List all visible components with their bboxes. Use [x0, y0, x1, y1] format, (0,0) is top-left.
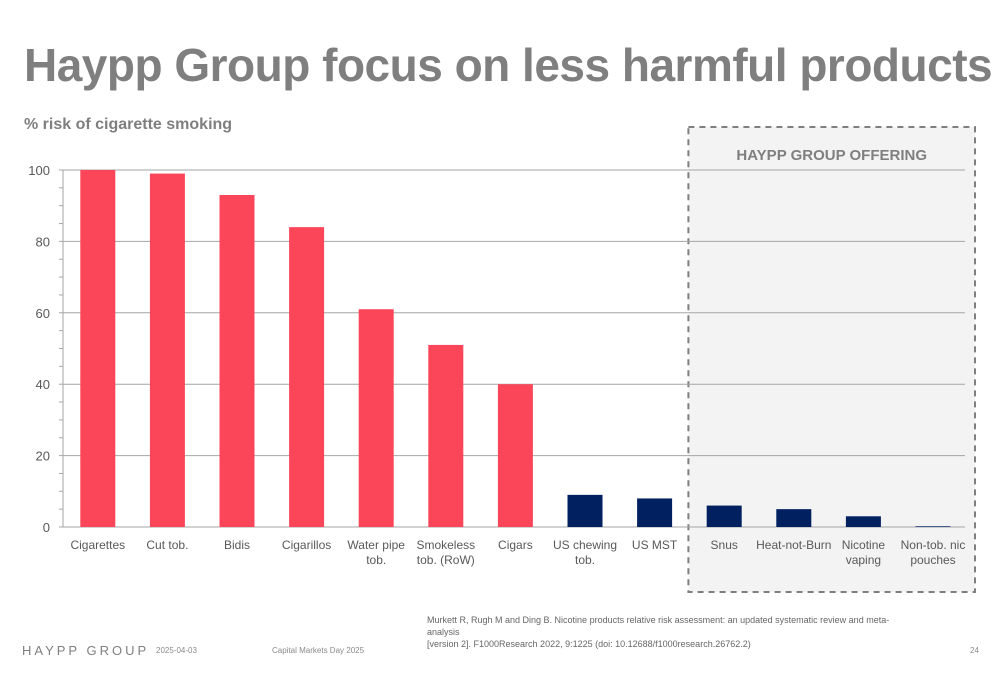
x-tick-label: Cut tob. [146, 538, 188, 552]
x-tick-label: Cigarillos [282, 538, 331, 552]
bar [776, 509, 812, 527]
bar [915, 526, 951, 527]
source-line-2: [version 2]. F1000Research 2022, 9:1225 … [427, 639, 751, 649]
bar [149, 173, 185, 527]
source-line-1: Murkett R, Rugh M and Ding B. Nicotine p… [427, 615, 890, 637]
bar [219, 194, 255, 528]
source-citation: Murkett R, Rugh M and Ding B. Nicotine p… [427, 614, 907, 650]
x-tick-label: Nicotine vaping [842, 538, 886, 567]
bar [497, 384, 533, 527]
y-tick-label: 60 [36, 306, 50, 321]
page-number: 24 [970, 646, 979, 655]
x-tick-label: Non-tob. nic pouches [901, 538, 966, 567]
x-tick-label: Smokeless tob. (RoW) [416, 538, 475, 567]
x-tick-label: Cigarettes [70, 538, 125, 552]
y-tick-label: 40 [36, 377, 50, 392]
bar [706, 505, 742, 527]
y-tick-label: 100 [28, 163, 50, 178]
y-tick-label: 0 [43, 520, 50, 535]
bar [289, 227, 325, 527]
x-tick-label: Snus [711, 538, 738, 552]
bar [567, 494, 603, 527]
y-tick-label: 20 [36, 449, 50, 464]
x-tick-label: Water pipe tob. [347, 538, 405, 567]
page-title: Haypp Group focus on less harmful produc… [24, 39, 993, 91]
x-tick-label: US MST [632, 538, 678, 552]
y-tick-label: 80 [36, 234, 50, 249]
x-tick-label: Cigars [498, 538, 533, 552]
footer-event: Capital Markets Day 2025 [272, 646, 365, 655]
bar [428, 344, 464, 527]
offering-label: HAYPP GROUP OFFERING [736, 147, 927, 164]
chart-subtitle: % risk of cigarette smoking [24, 116, 233, 133]
x-tick-label: Heat-not-Burn [756, 538, 831, 552]
risk-bar-chart: 0 20 40 60 80 100 HAYPP GROUP OFFERING Cigarett… [28, 126, 977, 593]
bar [637, 498, 673, 527]
x-tick-label: US chewing tob. [553, 538, 617, 567]
x-tick-label: Bidis [224, 538, 250, 552]
bar [80, 170, 116, 527]
haypp-logo: HAYPP GROUP [22, 643, 150, 658]
bar [358, 309, 394, 527]
footer-date: 2025-04-03 [156, 646, 197, 655]
bar [845, 516, 881, 527]
